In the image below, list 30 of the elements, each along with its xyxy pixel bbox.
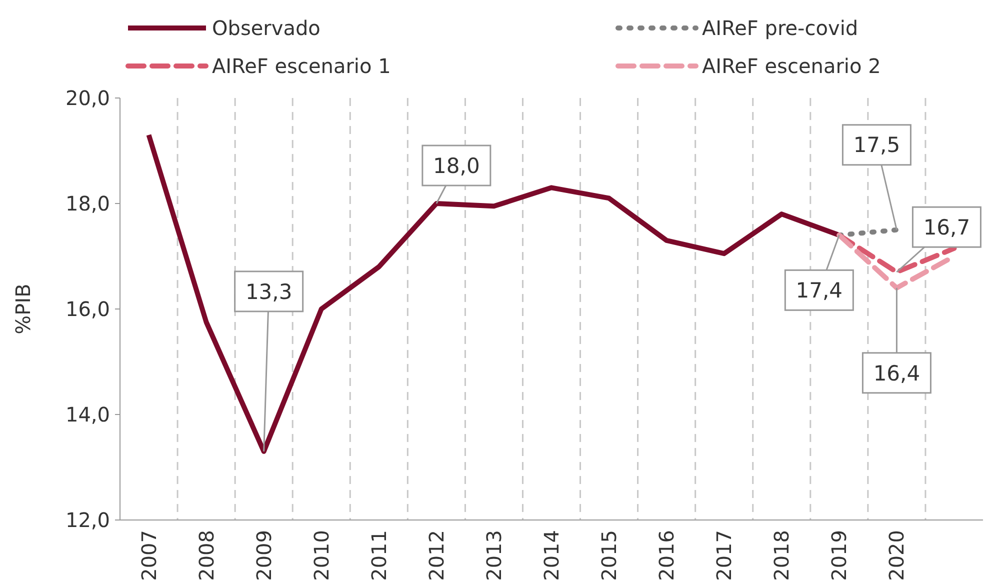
- x-tick-label: 2010: [309, 530, 334, 581]
- x-tick-label: 2018: [770, 530, 794, 581]
- legend-label: AIReF pre-covid: [702, 16, 858, 40]
- legend-label: Observado: [212, 16, 320, 40]
- annotation: 17,5: [853, 133, 900, 158]
- y-tick-label: 20,0: [65, 86, 110, 110]
- x-tick-label: 2012: [424, 530, 448, 581]
- x-tick-label: 2008: [194, 530, 218, 581]
- x-tick-label: 2013: [482, 530, 506, 581]
- x-tick-label: 2009: [252, 530, 276, 581]
- y-tick-label: 18,0: [65, 192, 110, 216]
- x-tick-label: 2007: [136, 530, 161, 581]
- annotation: 18,0: [433, 154, 480, 178]
- x-tick-label: 2015: [597, 530, 622, 581]
- x-tick-label: 2016: [654, 530, 679, 581]
- annotation: 17,4: [796, 278, 843, 302]
- x-tick-label: 2019: [827, 530, 852, 581]
- annotation: 13,3: [245, 280, 292, 304]
- x-tick-label: 2014: [540, 530, 564, 581]
- legend-label: AIReF escenario 1: [212, 54, 391, 78]
- annotation: 16,4: [873, 361, 920, 386]
- x-tick-label: 2017: [712, 530, 736, 581]
- x-tick-label: 2011: [366, 530, 391, 581]
- y-tick-label: 16,0: [65, 297, 110, 321]
- x-tick-label: 2020: [884, 530, 909, 581]
- y-tick-label: 14,0: [65, 402, 110, 426]
- annotation: 16,7: [923, 215, 970, 240]
- y-tick-label: 12,0: [65, 508, 110, 532]
- y-axis-title: %PIB: [11, 284, 35, 334]
- legend-label: AIReF escenario 2: [702, 54, 881, 78]
